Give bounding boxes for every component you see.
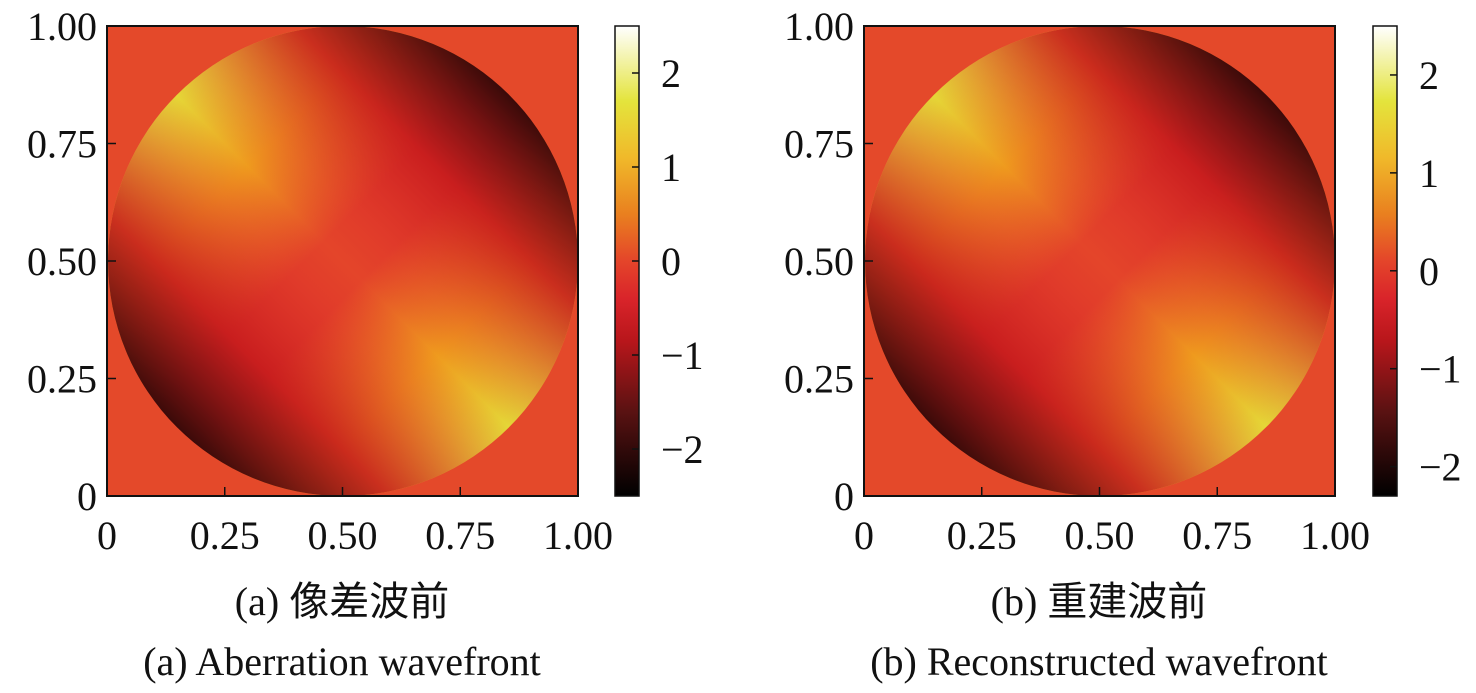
panel-a-y-tick-label: 0.75 bbox=[27, 122, 97, 167]
panel-a-y-ticks: 0 0.25 0.50 0.75 1.00 bbox=[27, 4, 116, 519]
panel-a-wavefront-disc bbox=[108, 26, 578, 496]
panel-b-colorbar-ticks: 2 1 0 −1 −2 bbox=[1390, 53, 1462, 490]
panel-a-y-tick-label: 0.25 bbox=[27, 357, 97, 402]
panel-b-y-tick-label: 1.00 bbox=[784, 4, 854, 49]
panel-b-x-tick-label: 0.75 bbox=[1182, 513, 1252, 558]
panel-b-x-ticks: 0 0.25 0.50 0.75 1.00 bbox=[854, 487, 1370, 558]
panel-a-x-tick-label: 0.25 bbox=[190, 513, 260, 558]
panel-a-colorbar-tick-label: 1 bbox=[661, 145, 681, 190]
panel-b-wavefront-disc bbox=[865, 26, 1335, 496]
panel-a-caption-cn: (a) 像差波前 bbox=[234, 579, 450, 624]
panel-b-colorbar-tick-label: 1 bbox=[1419, 151, 1439, 196]
panel-b-y-ticks: 0 0.25 0.50 0.75 1.00 bbox=[784, 4, 873, 519]
panel-b-x-tick-label: 0 bbox=[854, 513, 874, 558]
panel-b-x-tick-label: 1.00 bbox=[1300, 513, 1370, 558]
panel-a-x-ticks: 0 0.25 0.50 0.75 1.00 bbox=[97, 487, 613, 558]
panel-b-colorbar-tick-label: −2 bbox=[1419, 445, 1462, 490]
panel-b-colorbar-tick-label: 0 bbox=[1419, 249, 1439, 294]
panel-b-colorbar bbox=[1372, 25, 1398, 497]
panel-a-colorbar-tick-label: 0 bbox=[661, 239, 681, 284]
panel-a-colorbar-ticks: 2 1 0 −1 −2 bbox=[632, 51, 704, 472]
panel-b-y-tick-label: 0.75 bbox=[784, 122, 854, 167]
panel-b-caption-cn: (b) 重建波前 bbox=[990, 579, 1208, 624]
panel-b-x-tick-label: 0.50 bbox=[1065, 513, 1135, 558]
panel-b-y-tick-label: 0 bbox=[834, 474, 854, 519]
panel-a-y-tick-label: 1.00 bbox=[27, 4, 97, 49]
panel-a: 0 0.25 0.50 0.75 1.00 0 0.25 0.50 0.75 1.00 2 1 0 −… bbox=[27, 4, 704, 558]
panel-a-x-tick-label: 0.50 bbox=[308, 513, 378, 558]
panel-a-y-tick-label: 0 bbox=[77, 474, 97, 519]
panel-a-x-tick-label: 0 bbox=[97, 513, 117, 558]
panel-a-x-tick-label: 1.00 bbox=[543, 513, 613, 558]
panel-a-colorbar-tick-label: −2 bbox=[661, 427, 704, 472]
panel-b-colorbar-tick-label: −1 bbox=[1419, 347, 1462, 392]
panel-b: 0 0.25 0.50 0.75 1.00 0 0.25 0.50 0.75 1.00 2 1 0 −… bbox=[784, 4, 1462, 558]
panel-b-caption-en: (b) Reconstructed wavefront bbox=[870, 639, 1328, 684]
panel-a-colorbar-tick-label: −1 bbox=[661, 333, 704, 378]
panel-b-colorbar-tick-label: 2 bbox=[1419, 53, 1439, 98]
panel-b-y-tick-label: 0.50 bbox=[784, 239, 854, 284]
panel-b-x-tick-label: 0.25 bbox=[947, 513, 1017, 558]
panel-a-y-tick-label: 0.50 bbox=[27, 239, 97, 284]
panel-b-y-tick-label: 0.25 bbox=[784, 357, 854, 402]
panel-a-x-tick-label: 0.75 bbox=[425, 513, 495, 558]
panel-a-colorbar-tick-label: 2 bbox=[661, 51, 681, 96]
panel-a-caption-en: (a) Aberration wavefront bbox=[143, 639, 541, 684]
